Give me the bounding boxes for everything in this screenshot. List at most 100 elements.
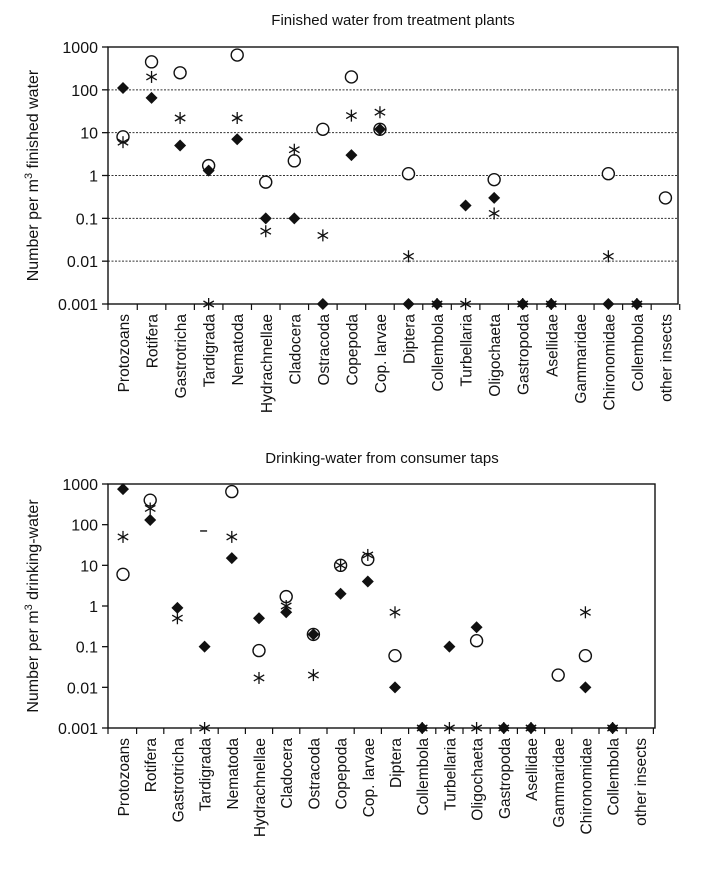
point-filled-diamond [470, 621, 483, 634]
x-tick-label: Gastrotricha [170, 738, 187, 823]
point-asterisk [260, 225, 272, 238]
point-asterisk [317, 229, 329, 242]
point-asterisk [416, 722, 428, 734]
x-tick-label: Nematoda [225, 738, 242, 810]
y-tick-label: 0.001 [58, 297, 98, 314]
x-tick-label: Collembola [630, 314, 647, 392]
point-open-circle [344, 70, 359, 84]
x-tick-label: Copepoda [344, 314, 361, 386]
x-tick-label: Collembola [430, 314, 447, 392]
point-asterisk [525, 722, 537, 734]
point-filled-diamond [145, 91, 158, 104]
point-asterisk [460, 298, 472, 310]
x-tick-label: Nematoda [230, 314, 247, 386]
point-asterisk [117, 136, 129, 149]
x-tick-label: Turbellaria [442, 738, 459, 811]
x-tick-label: Cladocera [279, 738, 296, 809]
x-tick-label: Asellidae [544, 314, 561, 377]
point-filled-diamond [174, 139, 187, 152]
point-asterisk [402, 250, 415, 263]
x-tick-label: Turbellaria [459, 314, 476, 387]
point-asterisk [231, 111, 243, 124]
point-open-circle [487, 172, 501, 187]
point-filled-diamond [488, 191, 501, 204]
y-axis: 1000 100 10 1 0.1 0.01 0.001 [58, 477, 108, 738]
point-open-circle [469, 634, 484, 648]
x-tick-label: Rotifera [143, 738, 160, 793]
x-tick-label: Ostracoda [316, 314, 333, 386]
point-filled-diamond [253, 612, 265, 625]
x-tick-label: Tardigrada [198, 738, 215, 812]
point-open-circle [116, 567, 130, 582]
point-filled-diamond [316, 298, 329, 310]
point-filled-diamond [259, 212, 272, 225]
x-tick-label: Protozoans [116, 738, 133, 817]
x-tick-label: other insects [633, 738, 650, 826]
point-open-circle [401, 167, 416, 181]
point-filled-diamond [225, 552, 238, 565]
point-filled-diamond [117, 82, 129, 95]
point-filled-diamond [361, 575, 374, 588]
y-tick-label: 1000 [62, 477, 98, 494]
chart-drinking-water: Drinking-water from consumer taps 1000 10… [23, 450, 656, 837]
plot-frame [107, 483, 656, 729]
point-asterisk [602, 250, 614, 263]
x-tick-label: Chironomidae [578, 738, 595, 835]
y-tick-label: 0.1 [76, 211, 98, 228]
point-filled-diamond [579, 681, 592, 694]
x-tick-label: Collembola [415, 738, 432, 816]
x-tick-label: Copepoda [334, 738, 351, 810]
point-open-circle [225, 484, 239, 499]
point-filled-diamond [402, 298, 415, 310]
x-tick-label: other insects [658, 314, 675, 402]
point-filled-diamond [144, 514, 157, 527]
point-asterisk [431, 298, 443, 310]
x-tick-label: Gammaridae [551, 738, 568, 828]
point-asterisk [545, 298, 557, 310]
point-open-circle [388, 648, 402, 663]
x-tick-label: Chironomidae [601, 314, 618, 411]
point-filled-diamond [117, 483, 129, 496]
x-tick-label: Hydrachnellae [252, 738, 269, 837]
y-tick-label: 0.001 [58, 721, 98, 738]
point-open-circle [144, 55, 159, 69]
point-asterisk [389, 606, 401, 619]
point-asterisk [199, 722, 211, 734]
point-asterisk [288, 143, 300, 156]
point-asterisk [144, 502, 156, 515]
x-tick-label: Asellidae [524, 738, 541, 801]
x-tick-label: Cop. larvae [373, 314, 390, 393]
point-asterisk [517, 298, 529, 310]
point-asterisk [280, 600, 292, 612]
point-open-circle [259, 175, 273, 189]
point-filled-diamond [307, 628, 320, 641]
point-asterisk [607, 722, 619, 734]
point-asterisk [253, 671, 265, 684]
y-tick-label: 1000 [62, 40, 98, 57]
gridlines [108, 89, 678, 262]
point-asterisk [335, 559, 347, 572]
point-filled-diamond [389, 681, 401, 694]
x-tick-label: Gammaridae [573, 314, 590, 404]
point-open-circle [252, 643, 266, 658]
x-tick-label: Diptera [402, 314, 419, 364]
point-filled-diamond [459, 199, 472, 212]
point-open-circle [316, 122, 330, 136]
y-tick-label: 0.1 [76, 640, 98, 657]
point-asterisk [226, 530, 238, 543]
point-filled-diamond [171, 601, 184, 614]
point-asterisk [488, 207, 500, 220]
point-asterisk [443, 722, 455, 734]
point-filled-diamond [288, 212, 301, 225]
y-axis-label: Number per m3 drinking-water [23, 499, 42, 713]
point-asterisk [203, 298, 215, 310]
chart-title: Finished water from treatment plants [271, 12, 514, 29]
y-tick-label: 0.01 [67, 680, 98, 697]
point-asterisk [117, 530, 129, 543]
point-filled-diamond [280, 606, 293, 619]
point-asterisk [307, 669, 319, 682]
point-filled-diamond [202, 164, 215, 177]
y-tick-label: 100 [71, 518, 98, 535]
chart-title: Drinking-water from consumer taps [265, 450, 498, 467]
